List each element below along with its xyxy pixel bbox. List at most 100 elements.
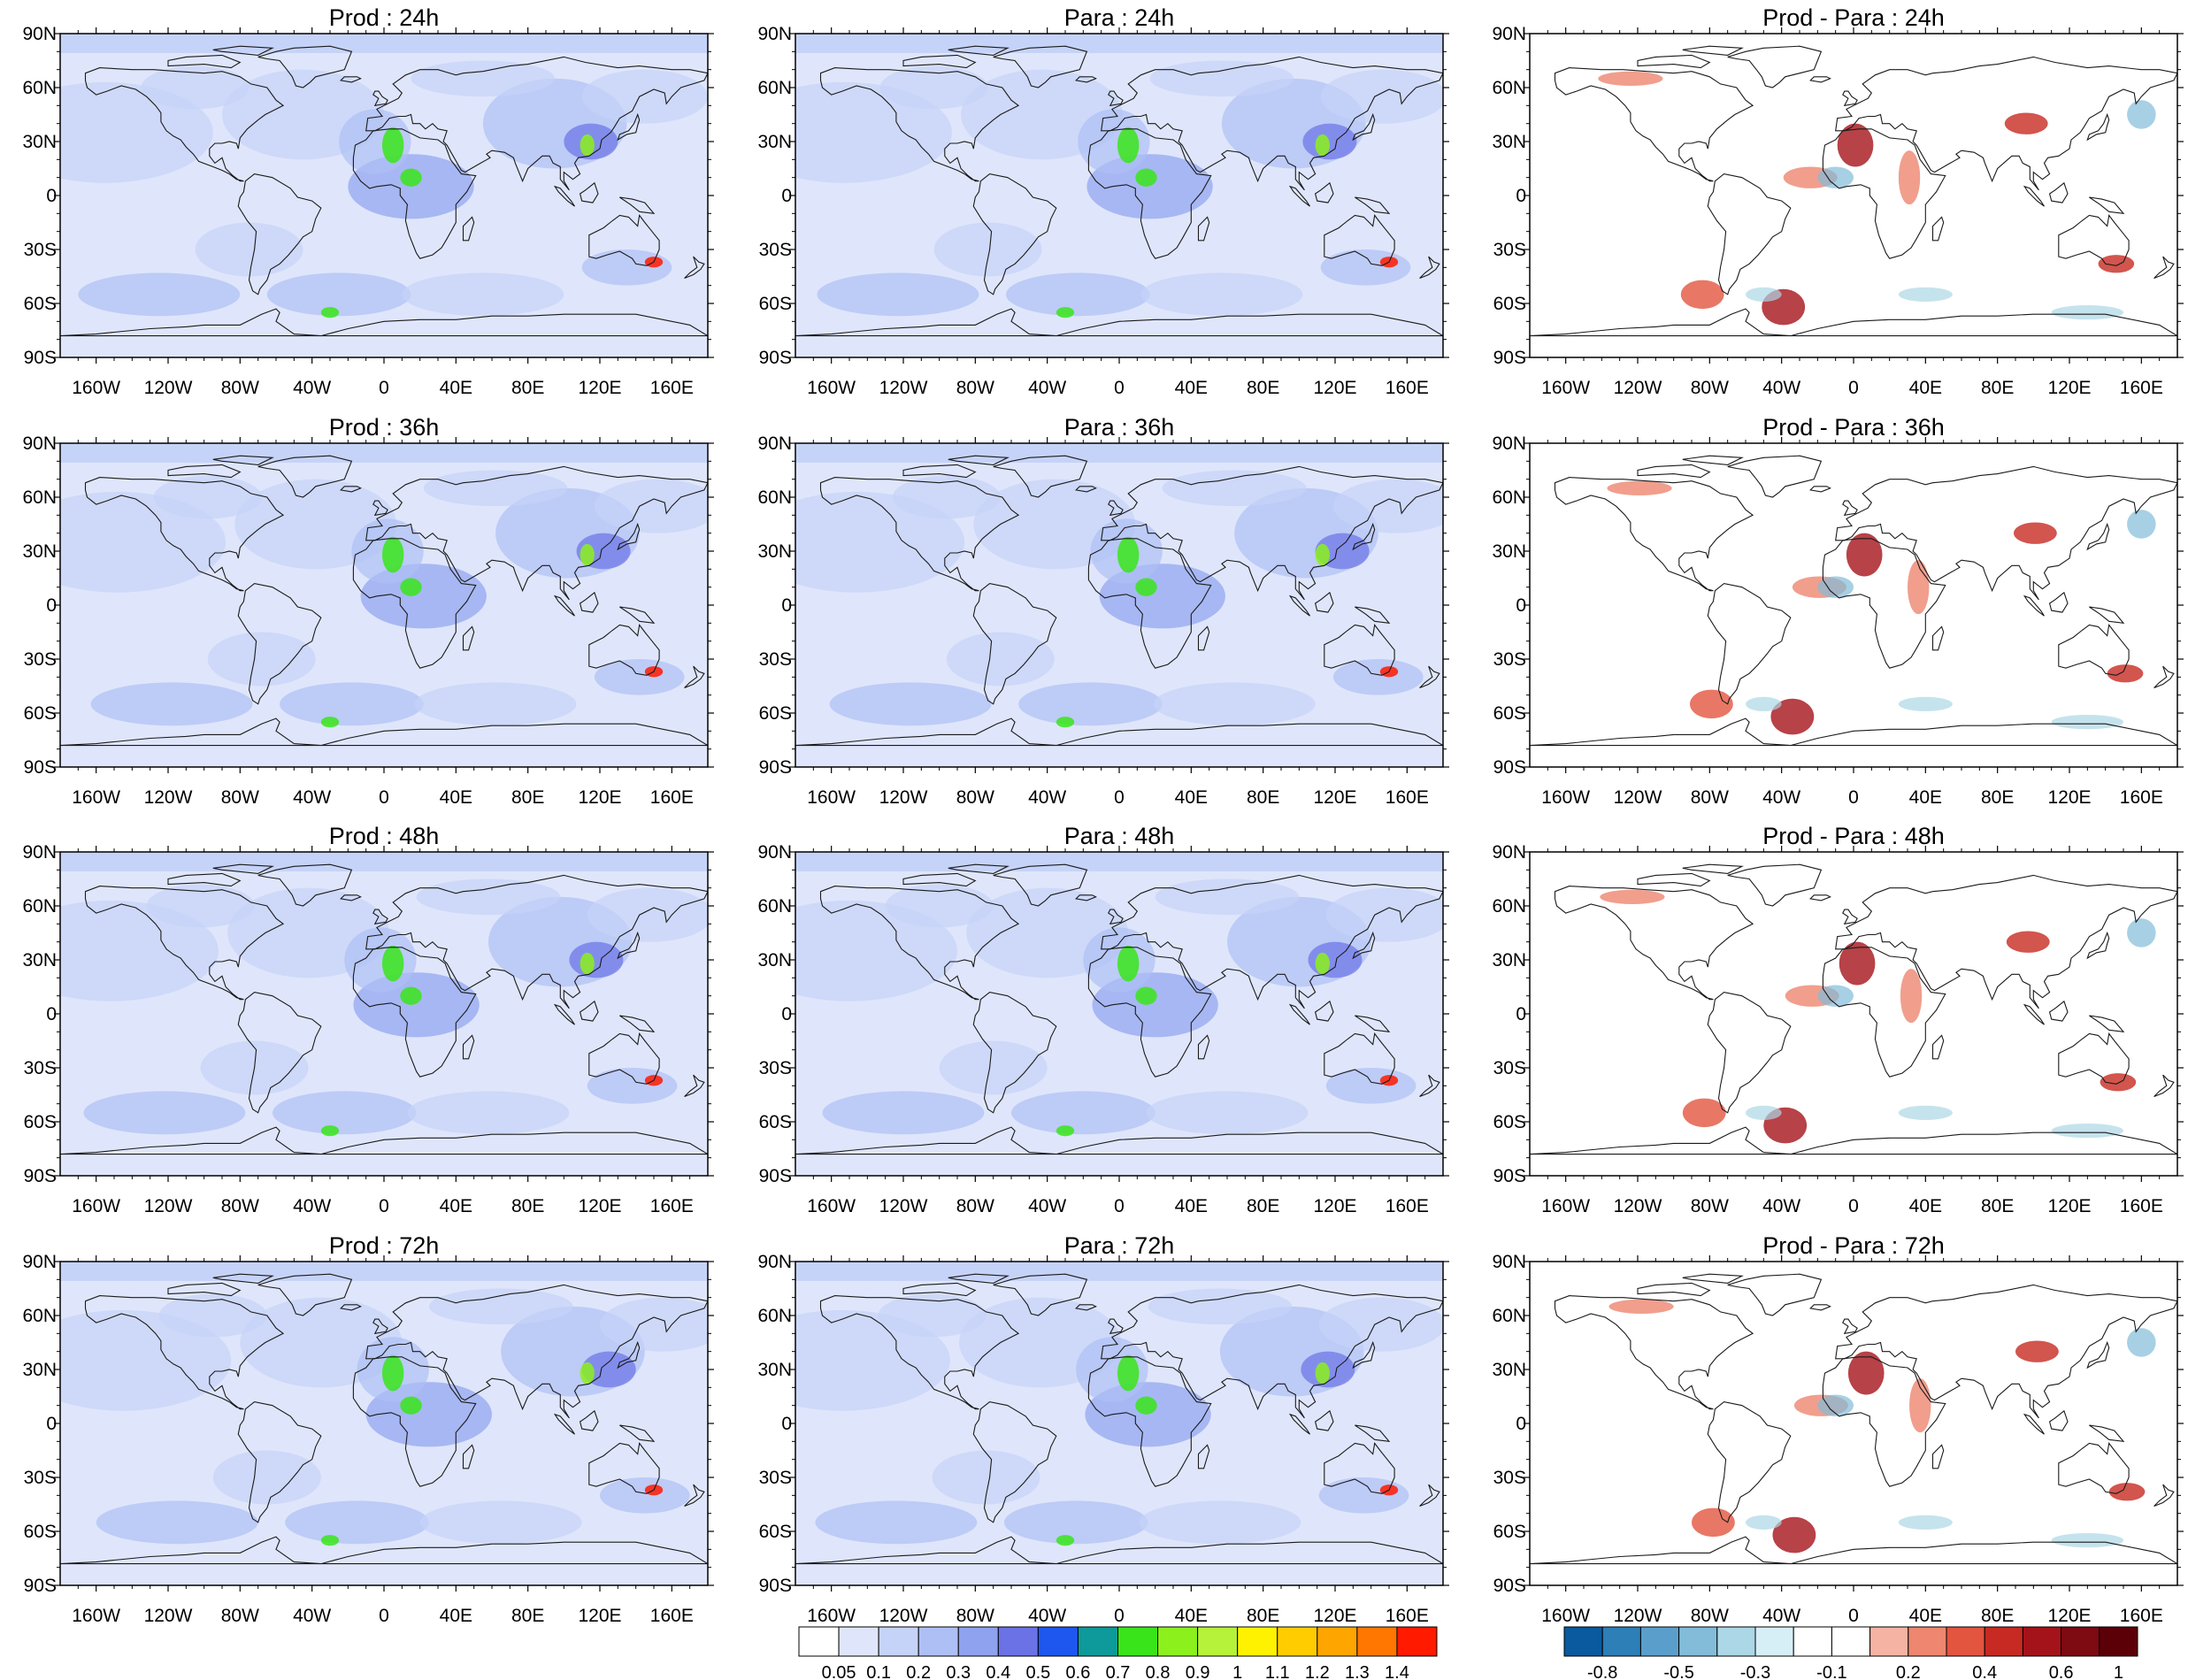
lat-tick-label: 60N	[757, 487, 792, 508]
field-blob	[141, 65, 250, 110]
lat-tick-label: 90N	[1492, 24, 1526, 44]
lon-tick-label: 120W	[879, 1606, 928, 1626]
lon-tick-label: 80W	[221, 378, 259, 398]
colorbar-swatch	[1356, 1626, 1398, 1657]
coastline	[237, 583, 322, 705]
coastline	[1355, 606, 1391, 625]
lat-tick-label: 60S	[24, 294, 57, 314]
coastline	[1637, 464, 1711, 479]
field-blob	[1770, 698, 1815, 735]
lon-tick-label: 40E	[1909, 1196, 1942, 1216]
field-blob	[1846, 533, 1883, 577]
coastline	[1314, 1000, 1334, 1022]
coastline	[1682, 1273, 1744, 1284]
coastlines	[60, 863, 708, 1155]
coastline	[352, 1356, 477, 1487]
lat-tick-label: 60S	[24, 1522, 57, 1542]
field-blob	[594, 659, 685, 695]
coastline	[2089, 606, 2125, 625]
lat-tick-label: 60S	[1493, 703, 1526, 724]
coastline	[1324, 1032, 1395, 1085]
lon-tick-label: 40W	[293, 1606, 331, 1626]
lat-tick-label: 60N	[1492, 78, 1526, 98]
field-blob	[320, 1125, 340, 1137]
coastline	[462, 216, 475, 242]
colorbar-swatch	[1716, 1626, 1756, 1657]
coastline	[372, 500, 388, 517]
colorbar-swatch	[1396, 1626, 1438, 1657]
colorbar-label: 1.3	[1345, 1663, 1370, 1680]
coastline	[993, 455, 1088, 498]
coastline	[340, 1304, 362, 1311]
lat-tick-label: 90N	[1492, 433, 1526, 454]
lon-tick-label: 160E	[1386, 378, 1429, 398]
lat-tick-label: 90S	[1493, 1576, 1526, 1596]
field-blob	[2108, 1483, 2146, 1501]
colorbar-swatch	[878, 1626, 919, 1657]
coastline	[819, 886, 1020, 1001]
coastline	[1835, 874, 2177, 1009]
coastline	[902, 872, 977, 887]
field-blob	[2107, 664, 2144, 683]
lon-tick-label: 40E	[1175, 787, 1208, 808]
lat-tick-label: 90N	[757, 842, 792, 863]
field-blob	[1909, 1378, 1931, 1433]
lon-tick-label: 0	[1114, 378, 1125, 398]
field-blob	[272, 1091, 417, 1135]
colorbar-label: 1	[1232, 1663, 1242, 1680]
field-blob	[1898, 1105, 1953, 1120]
coastline	[1197, 625, 1210, 651]
coastline	[993, 863, 1088, 907]
coastline	[1931, 1444, 1945, 1469]
coastline	[257, 863, 353, 907]
coastline	[2058, 1442, 2130, 1494]
lat-tick-label: 30N	[757, 132, 792, 152]
field-blob	[400, 1396, 422, 1415]
coastline	[1324, 624, 1395, 676]
field-blob	[815, 1500, 978, 1545]
coastline	[167, 1282, 242, 1297]
field-layer	[60, 34, 708, 357]
lon-tick-label: 160W	[807, 378, 856, 398]
coastline	[1809, 894, 1831, 901]
lon-tick-label: 40E	[440, 1606, 472, 1626]
colorbar-swatch	[1237, 1626, 1278, 1657]
coastline	[1842, 909, 1858, 925]
colorbar-label: 0.6	[2049, 1663, 2074, 1680]
lon-tick-label: 80W	[956, 1196, 994, 1216]
coastline	[1075, 76, 1097, 83]
coastline	[2048, 1000, 2069, 1022]
panel-title: Prod : 48h	[329, 823, 440, 849]
lat-tick-label: 60N	[22, 487, 57, 508]
lat-tick-label: 30S	[1493, 649, 1526, 670]
field-blob	[419, 1500, 582, 1545]
field-blob	[1837, 123, 1874, 167]
coastline	[167, 54, 242, 69]
colorbar-swatch	[917, 1626, 959, 1657]
field-blob	[822, 1091, 985, 1135]
lat-tick-label: 60S	[1493, 294, 1526, 314]
coastline	[2023, 595, 2045, 617]
lon-tick-label: 120E	[578, 378, 621, 398]
field-blob	[60, 491, 226, 593]
colorbar-swatch	[997, 1626, 1039, 1657]
coastline	[1314, 1409, 1334, 1431]
field-blob	[212, 1450, 321, 1505]
lat-tick-label: 90N	[757, 24, 792, 44]
panel-title: Prod : 36h	[329, 414, 440, 441]
lon-tick-label: 160W	[72, 787, 120, 808]
coastlines	[1530, 863, 2177, 1155]
map-panel: Prod : 36h 90N 60N 30N 0 30S 60S 90S 160W 120W 80W…	[22, 414, 714, 808]
coastline	[619, 196, 656, 215]
coastline	[340, 894, 362, 901]
field-blob	[2127, 918, 2156, 947]
coastline	[1822, 128, 1946, 259]
lat-tick-label: 90N	[1492, 842, 1526, 863]
field-blob	[1155, 878, 1300, 916]
colorbar-swatch	[1754, 1626, 1794, 1657]
coastline	[588, 624, 660, 676]
colorbar-swatch	[1157, 1626, 1199, 1657]
lat-tick-label: 90N	[757, 433, 792, 454]
lat-tick-label: 30N	[1492, 541, 1526, 562]
coastline	[1324, 1442, 1395, 1494]
